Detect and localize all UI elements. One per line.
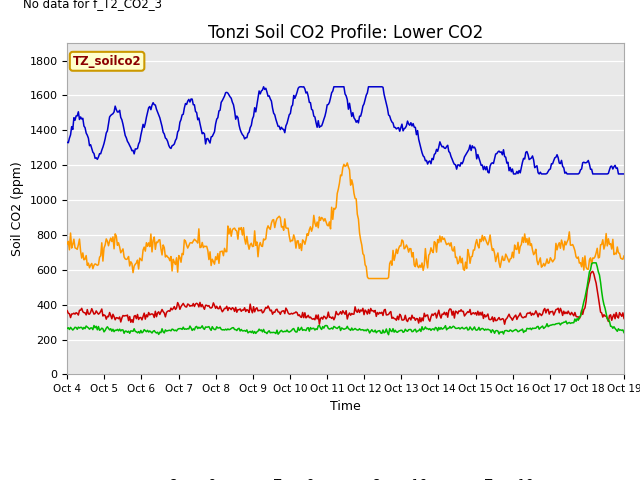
Text: TZ_soilco2: TZ_soilco2 [73,55,141,68]
Text: No data for f_T2_CO2_3: No data for f_T2_CO2_3 [22,0,162,10]
X-axis label: Time: Time [330,400,361,413]
Legend: Open -8cm, Tree -8cm, Open -16cm, Tree -16cm: Open -8cm, Tree -8cm, Open -16cm, Tree -… [136,473,556,480]
Title: Tonzi Soil CO2 Profile: Lower CO2: Tonzi Soil CO2 Profile: Lower CO2 [208,24,483,42]
Y-axis label: Soil CO2 (ppm): Soil CO2 (ppm) [11,161,24,256]
